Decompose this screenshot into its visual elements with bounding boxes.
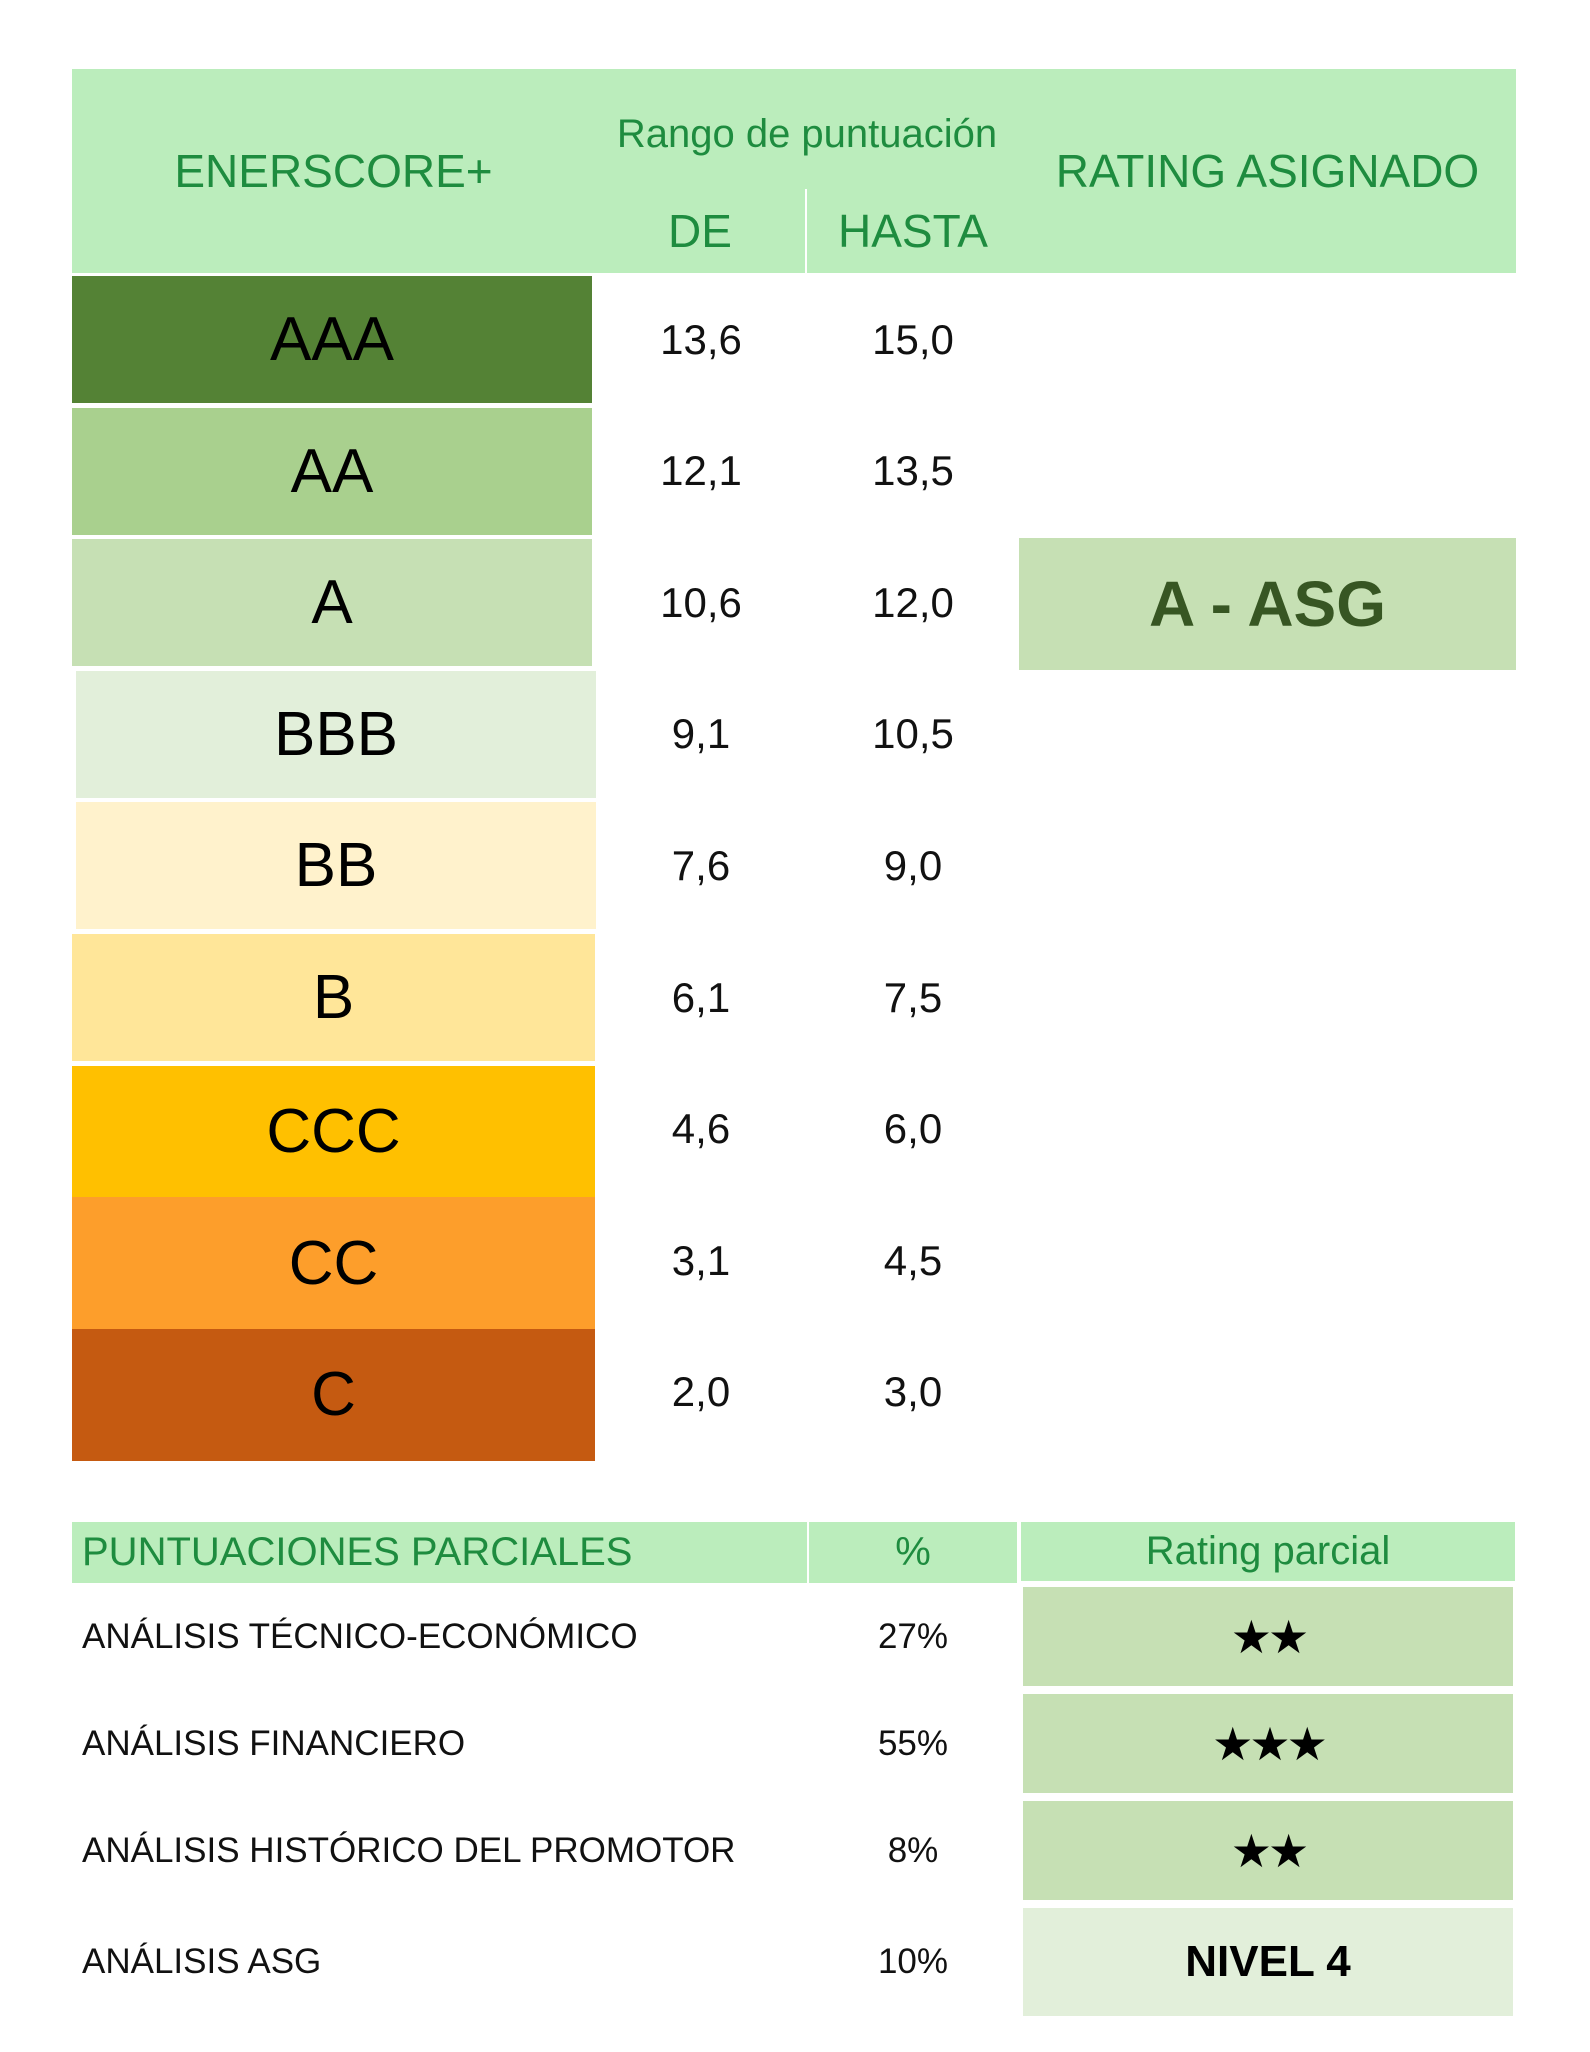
grade-to: 13,5	[872, 447, 954, 495]
grade-cell: BBB	[76, 670, 596, 798]
star-rating: ★★	[1023, 1801, 1513, 1900]
grade-to: 10,5	[872, 710, 954, 758]
grade-from: 12,1	[660, 447, 742, 495]
grade-to: 9,0	[883, 841, 943, 889]
partial-row-label: ANÁLISIS TÉCNICO-ECONÓMICO	[82, 1616, 638, 1656]
grade-cell: AA	[72, 407, 592, 535]
partial-row-label: ANÁLISIS ASG	[82, 1942, 322, 1981]
star-rating: ★★	[1023, 1587, 1513, 1686]
grade-from: 6,1	[671, 973, 731, 1021]
grade-to: 7,5	[883, 973, 943, 1021]
grade-cell: CC	[72, 1197, 595, 1330]
partial-row-label: ANÁLISIS FINANCIERO	[82, 1723, 466, 1763]
partial-row-pct: 8%	[887, 1830, 939, 1870]
header-range-title: Rango de puntuación	[595, 69, 1019, 189]
assigned-rating: A - ASG	[1019, 538, 1516, 670]
grade-to: 3,0	[883, 1368, 943, 1416]
grade-cell: B	[72, 934, 595, 1061]
grade-cell: AAA	[72, 276, 592, 403]
header-rating: RATING ASIGNADO	[1019, 69, 1516, 273]
grade-to: 4,5	[883, 1236, 943, 1284]
grade-to: 6,0	[883, 1105, 943, 1153]
partial-rating-header: Rating parcial	[1021, 1522, 1515, 1581]
grade-to: 12,0	[872, 578, 954, 626]
partial-title: PUNTUACIONES PARCIALES	[72, 1522, 807, 1583]
grade-from: 2,0	[671, 1368, 731, 1416]
grade-from: 13,6	[660, 315, 742, 363]
header-enerscore: ENERSCORE+	[72, 69, 595, 273]
header-from: DE	[595, 189, 805, 273]
star-rating: ★★★	[1023, 1694, 1513, 1793]
grade-from: 4,6	[671, 1105, 731, 1153]
partial-row-pct: 55%	[877, 1723, 949, 1763]
grade-from: 7,6	[671, 841, 731, 889]
partial-row-label: ANÁLISIS HISTÓRICO DEL PROMOTOR	[82, 1830, 736, 1870]
partial-row-pct: 27%	[877, 1616, 949, 1656]
grade-to: 15,0	[872, 315, 954, 363]
grade-from: 10,6	[660, 578, 742, 626]
grade-from: 3,1	[671, 1236, 731, 1284]
grade-cell: A	[72, 539, 592, 667]
level-rating: NIVEL 4	[1023, 1908, 1513, 2016]
header-to: HASTA	[807, 189, 1019, 273]
grade-cell: BB	[76, 802, 596, 930]
grade-from: 9,1	[671, 710, 731, 758]
grade-cell: C	[72, 1328, 595, 1461]
partial-row-pct: 10%	[877, 1942, 949, 1981]
grade-cell: CCC	[72, 1065, 595, 1198]
partial-pct-header: %	[809, 1522, 1017, 1583]
